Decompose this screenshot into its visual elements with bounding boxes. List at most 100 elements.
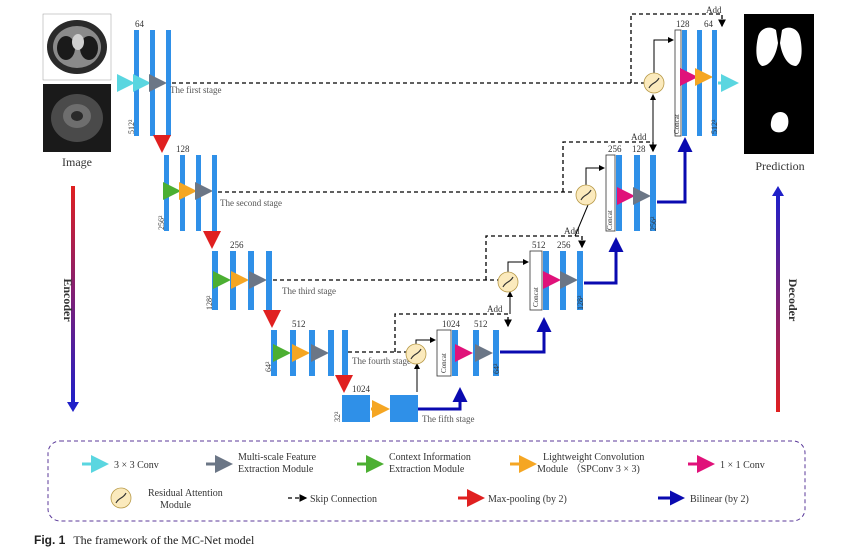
stage5-bottleneck (342, 395, 418, 422)
feature-map (248, 251, 254, 310)
decoder-level4 (436, 329, 499, 377)
channel-label: 128 (676, 19, 690, 29)
feature-map (577, 251, 583, 310)
stage-label-third: The third stage (282, 286, 336, 296)
legend-skip-label: Skip Connection (310, 494, 377, 505)
bilinear-arrow (657, 137, 693, 204)
feature-map (342, 395, 370, 422)
resolution-label: 64² (264, 361, 273, 372)
feature-map (266, 251, 272, 310)
prediction-image-mri (744, 81, 814, 154)
concat-label: Concat (440, 353, 448, 373)
feature-map (390, 395, 418, 422)
concat-label: Concat (606, 210, 614, 230)
attention-to-concat-1 (653, 37, 674, 73)
feature-map (682, 30, 687, 136)
residual-add-path-2 (562, 141, 657, 192)
feature-map (180, 155, 185, 231)
add-label: Add (706, 5, 722, 15)
channel-label: 512 (292, 319, 306, 329)
input-image-mri (43, 84, 111, 152)
stage1-encoder (117, 30, 171, 136)
legend-bilinear-label: Bilinear (by 2) (690, 494, 749, 505)
channel-label: 1024 (352, 384, 371, 394)
resolution-label: 512² (127, 119, 136, 134)
feature-map (290, 330, 296, 376)
resolution-label: 256² (157, 215, 166, 230)
legend-conv3-label: 3 × 3 Conv (114, 460, 159, 471)
stage-label-second: The second stage (220, 198, 282, 208)
legend-ciem-label-1: Context Information (389, 452, 471, 463)
residual-add-path-3 (485, 235, 586, 280)
feature-map (328, 330, 334, 376)
concat-label: Concat (673, 114, 681, 134)
legend-ram-label-1: Residual Attention (148, 488, 223, 499)
bilinear-arrow (418, 387, 468, 411)
feature-map (212, 155, 217, 231)
legend-ram-label-2: Module (160, 500, 192, 511)
attention-to-concat-3 (507, 259, 529, 272)
resolution-label: 64² (492, 363, 501, 374)
feature-map (452, 330, 458, 376)
channel-label: 64 (704, 19, 714, 29)
figure-number: Fig. 1 (34, 533, 66, 547)
decoder-level3 (529, 250, 583, 311)
channel-label: 128 (632, 144, 646, 154)
channel-label: 512 (474, 319, 488, 329)
feature-map (230, 251, 236, 310)
channel-label: 256 (230, 240, 244, 250)
gating-line-2 (574, 204, 589, 237)
feature-map (543, 251, 549, 310)
decoder-level1 (674, 29, 739, 137)
stage2-encoder (163, 155, 217, 231)
legend-border (47, 440, 806, 522)
residual-add-path-4 (394, 313, 512, 352)
feature-map (196, 155, 201, 231)
concat-map (529, 250, 543, 311)
feature-map (650, 155, 656, 231)
feature-map (560, 251, 566, 310)
feature-map (166, 30, 171, 136)
channel-label: 512 (532, 240, 546, 250)
channel-label: 256 (557, 240, 571, 250)
attention-to-concat-2 (585, 165, 605, 185)
feature-map (712, 30, 717, 136)
feature-map (309, 330, 315, 376)
channel-label: 128 (176, 144, 190, 154)
stage3-encoder (212, 251, 272, 310)
concat-map (436, 329, 452, 377)
concat-label: Concat (532, 287, 540, 307)
stage-label-fourth: The fourth stage (352, 356, 411, 366)
feature-map (342, 330, 348, 376)
stage-label-first: The first stage (170, 85, 221, 95)
legend-ciem-label-2: Extraction Module (389, 464, 465, 475)
add-label: Add (631, 132, 647, 142)
residual-attention-module (405, 343, 427, 365)
residual-add-path-1 (630, 13, 726, 83)
resolution-label: 128² (576, 295, 585, 310)
resolution-label: 32² (333, 411, 342, 422)
prediction-label: Prediction (755, 159, 804, 173)
resolution-label: 256² (649, 216, 658, 231)
decoder-label: Decoder (786, 279, 800, 322)
resolution-label: 128² (205, 295, 214, 310)
residual-attention-module (575, 184, 597, 206)
stage-label-fifth: The fifth stage (422, 414, 474, 424)
concat-map (605, 154, 616, 232)
legend-conv1-label: 1 × 1 Conv (720, 460, 765, 471)
legend-msfe-label-1: Multi-scale Feature (238, 452, 317, 463)
feature-map (697, 30, 702, 136)
encoder-label: Encoder (61, 278, 75, 322)
channel-label: 1024 (442, 319, 461, 329)
attention-to-concat-4 (415, 337, 436, 344)
bilinear-arrow (584, 237, 624, 285)
channel-label: 256 (608, 144, 622, 154)
feature-map (150, 30, 155, 136)
legend: 3 × 3 Conv Multi-scale Feature Extractio… (47, 440, 806, 522)
figure-caption-text: The framework of the MC-Net model (73, 533, 255, 547)
input-image-ct (42, 13, 112, 81)
bilinear-arrow (500, 317, 552, 354)
legend-lcm-label-1: Lightweight Convolution (543, 452, 644, 463)
prediction-image-lung (744, 14, 814, 81)
decoder-level2 (605, 154, 656, 232)
